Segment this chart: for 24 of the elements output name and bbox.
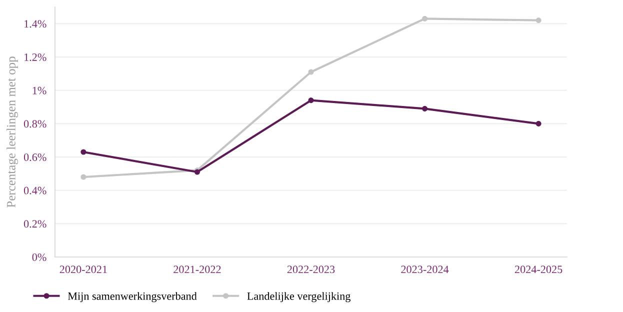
point — [536, 18, 542, 24]
legend-label: Landelijke vergelijking — [247, 292, 350, 302]
point — [80, 149, 86, 155]
x-tick-label: 2024-2025 — [514, 266, 562, 274]
y-tick-label: 0.4% — [24, 186, 46, 194]
x-tick-label: 2022-2023 — [287, 266, 335, 274]
point — [422, 106, 428, 112]
y-tick-label: 0.2% — [24, 220, 46, 228]
y-tick-label: 1.2% — [24, 53, 46, 62]
y-tick-label: 0% — [32, 253, 46, 261]
point — [536, 120, 542, 126]
y-tick-label: 1% — [32, 86, 46, 94]
x-tick-label: 2020-2021 — [60, 266, 107, 274]
x-tick-label: 2023-2024 — [401, 266, 449, 274]
point — [308, 98, 314, 104]
point — [308, 69, 314, 75]
y-tick-label: 0.6% — [24, 153, 46, 162]
point — [80, 174, 86, 180]
x-tick-label: 2021-2022 — [174, 266, 221, 274]
y-tick-label: 0.8% — [24, 120, 46, 128]
point — [422, 16, 428, 22]
y-axis-title: Percentage leerlingen met opp — [6, 56, 18, 208]
y-tick-label: 1.4% — [24, 20, 46, 28]
legend-label: Mijn samenwerkingsverband — [68, 292, 197, 302]
